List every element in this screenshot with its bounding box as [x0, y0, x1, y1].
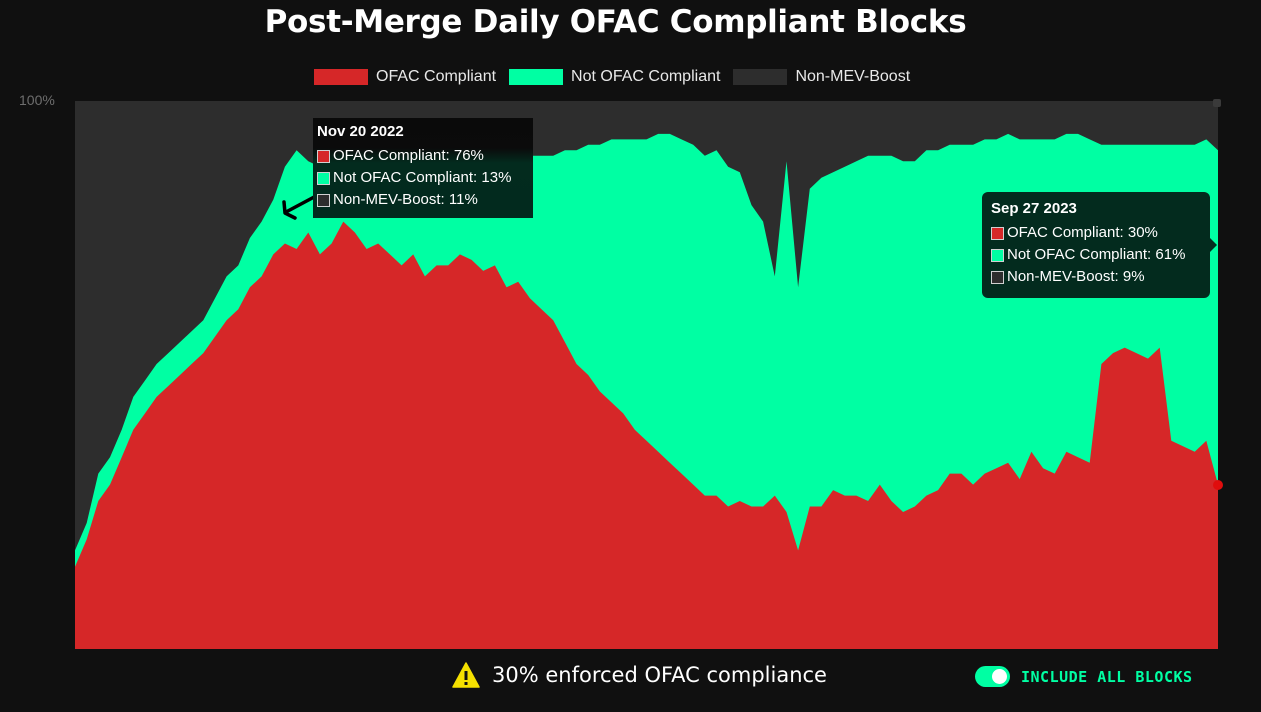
swatch-non-mev-icon [991, 270, 1004, 284]
tooltip-value: Not OFAC Compliant: 61% [1007, 246, 1186, 263]
compliance-note-text: 30% enforced OFAC compliance [492, 663, 827, 687]
tooltip-row-non-mev: Non-MEV-Boost: 11% [317, 189, 529, 211]
swatch-non-mev-icon [317, 193, 330, 207]
tooltip-row-not-ofac: Not OFAC Compliant: 61% [991, 244, 1201, 266]
tooltip-row-non-mev: Non-MEV-Boost: 9% [991, 266, 1201, 288]
y-axis-top-label: 100% [19, 92, 55, 108]
warning-icon [452, 662, 480, 688]
tooltip-sep-27-2023: Sep 27 2023 OFAC Compliant: 30% Not OFAC… [982, 192, 1217, 298]
tooltip-nov-20-2022: Nov 20 2022 OFAC Compliant: 76% Not OFAC… [313, 118, 533, 218]
legend-label: Not OFAC Compliant [571, 68, 721, 85]
area-ofac-compliant [75, 221, 1218, 649]
swatch-ofac-icon [317, 149, 330, 163]
tooltip-row-not-ofac: Not OFAC Compliant: 13% [317, 167, 529, 189]
tooltip-date: Nov 20 2022 [317, 123, 404, 140]
stacked-area-plot[interactable] [75, 101, 1218, 649]
tooltip-value: Non-MEV-Boost: 11% [333, 191, 478, 208]
tooltip-row-ofac: OFAC Compliant: 30% [991, 222, 1201, 244]
legend-item-not-ofac-compliant[interactable]: Not OFAC Compliant [509, 68, 720, 86]
swatch-not-ofac-icon [991, 248, 1004, 262]
area-chart-svg [75, 133, 1218, 649]
series-endpoint-marker [1213, 99, 1221, 107]
annotation-arrow-icon [282, 194, 318, 220]
swatch-ofac-icon [991, 226, 1004, 240]
legend-swatch-ofac [314, 69, 368, 85]
legend-swatch-non-mev [733, 69, 788, 85]
tooltip-value: OFAC Compliant: 76% [333, 147, 484, 164]
toggle-knob [992, 669, 1007, 684]
compliance-note: 30% enforced OFAC compliance [452, 662, 827, 688]
chart-title: Post-Merge Daily OFAC Compliant Blocks [264, 4, 967, 40]
tooltip-value: Not OFAC Compliant: 13% [333, 169, 512, 186]
legend-item-ofac-compliant[interactable]: OFAC Compliant [314, 68, 496, 86]
legend-swatch-not-ofac [509, 69, 564, 85]
legend-label: Non-MEV-Boost [795, 68, 911, 85]
include-all-blocks-toggle[interactable]: INCLUDE ALL BLOCKS [975, 666, 1193, 687]
tooltip-date: Sep 27 2023 [991, 200, 1077, 217]
tooltip-value: OFAC Compliant: 30% [1007, 224, 1158, 241]
tooltip-row-ofac: OFAC Compliant: 76% [317, 145, 529, 167]
toggle-switch[interactable] [975, 666, 1010, 687]
chart-legend: OFAC Compliant Not OFAC Compliant Non-ME… [314, 68, 923, 86]
legend-item-non-mev-boost[interactable]: Non-MEV-Boost [733, 68, 910, 86]
toggle-label[interactable]: INCLUDE ALL BLOCKS [1021, 667, 1193, 686]
tooltip-value: Non-MEV-Boost: 9% [1007, 268, 1145, 285]
legend-label: OFAC Compliant [376, 68, 497, 85]
swatch-not-ofac-icon [317, 171, 330, 185]
hover-point-marker [1213, 480, 1223, 490]
